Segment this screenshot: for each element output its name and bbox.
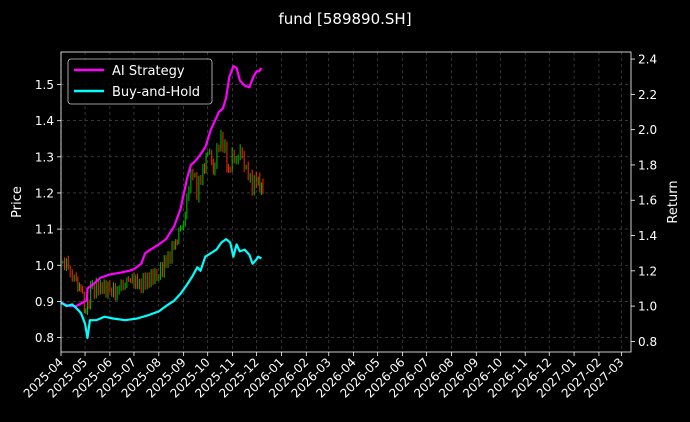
left-tick-label: 1.0 bbox=[35, 259, 54, 273]
y-axis-label-left: Price bbox=[10, 186, 25, 218]
right-tick-label: 1.2 bbox=[638, 264, 657, 278]
right-tick-label: 1.4 bbox=[638, 229, 657, 243]
right-tick-label: 1.6 bbox=[638, 194, 657, 208]
chart-title: fund [589890.SH] bbox=[278, 10, 411, 28]
plot-frame bbox=[60, 51, 632, 353]
left-tick-label: 0.8 bbox=[35, 331, 54, 345]
right-tick-label: 1.8 bbox=[638, 158, 657, 172]
left-tick-label: 1.4 bbox=[35, 114, 54, 128]
right-tick-label: 0.8 bbox=[638, 335, 657, 349]
left-tick-label: 0.9 bbox=[35, 295, 54, 309]
series-lines bbox=[60, 65, 263, 339]
right-tick-label: 2.0 bbox=[638, 123, 657, 137]
legend: AI Strategy Buy-and-Hold bbox=[67, 58, 213, 105]
left-tick-label: 1.2 bbox=[35, 186, 54, 200]
series-line-ai-strategy bbox=[60, 65, 263, 308]
right-tick-label: 2.4 bbox=[638, 53, 657, 67]
series-line-buy-and-hold bbox=[60, 238, 262, 339]
legend-label-buy-and-hold: Buy-and-Hold bbox=[112, 85, 200, 100]
left-tick-label: 1.3 bbox=[35, 150, 54, 164]
left-tick-label: 1.5 bbox=[35, 78, 54, 92]
y-axis-label-right: Return bbox=[666, 180, 681, 223]
left-tick-label: 1.1 bbox=[35, 223, 54, 237]
right-tick-label: 1.0 bbox=[638, 300, 657, 314]
legend-label-ai-strategy: AI Strategy bbox=[112, 64, 185, 79]
right-tick-label: 2.2 bbox=[638, 88, 657, 102]
